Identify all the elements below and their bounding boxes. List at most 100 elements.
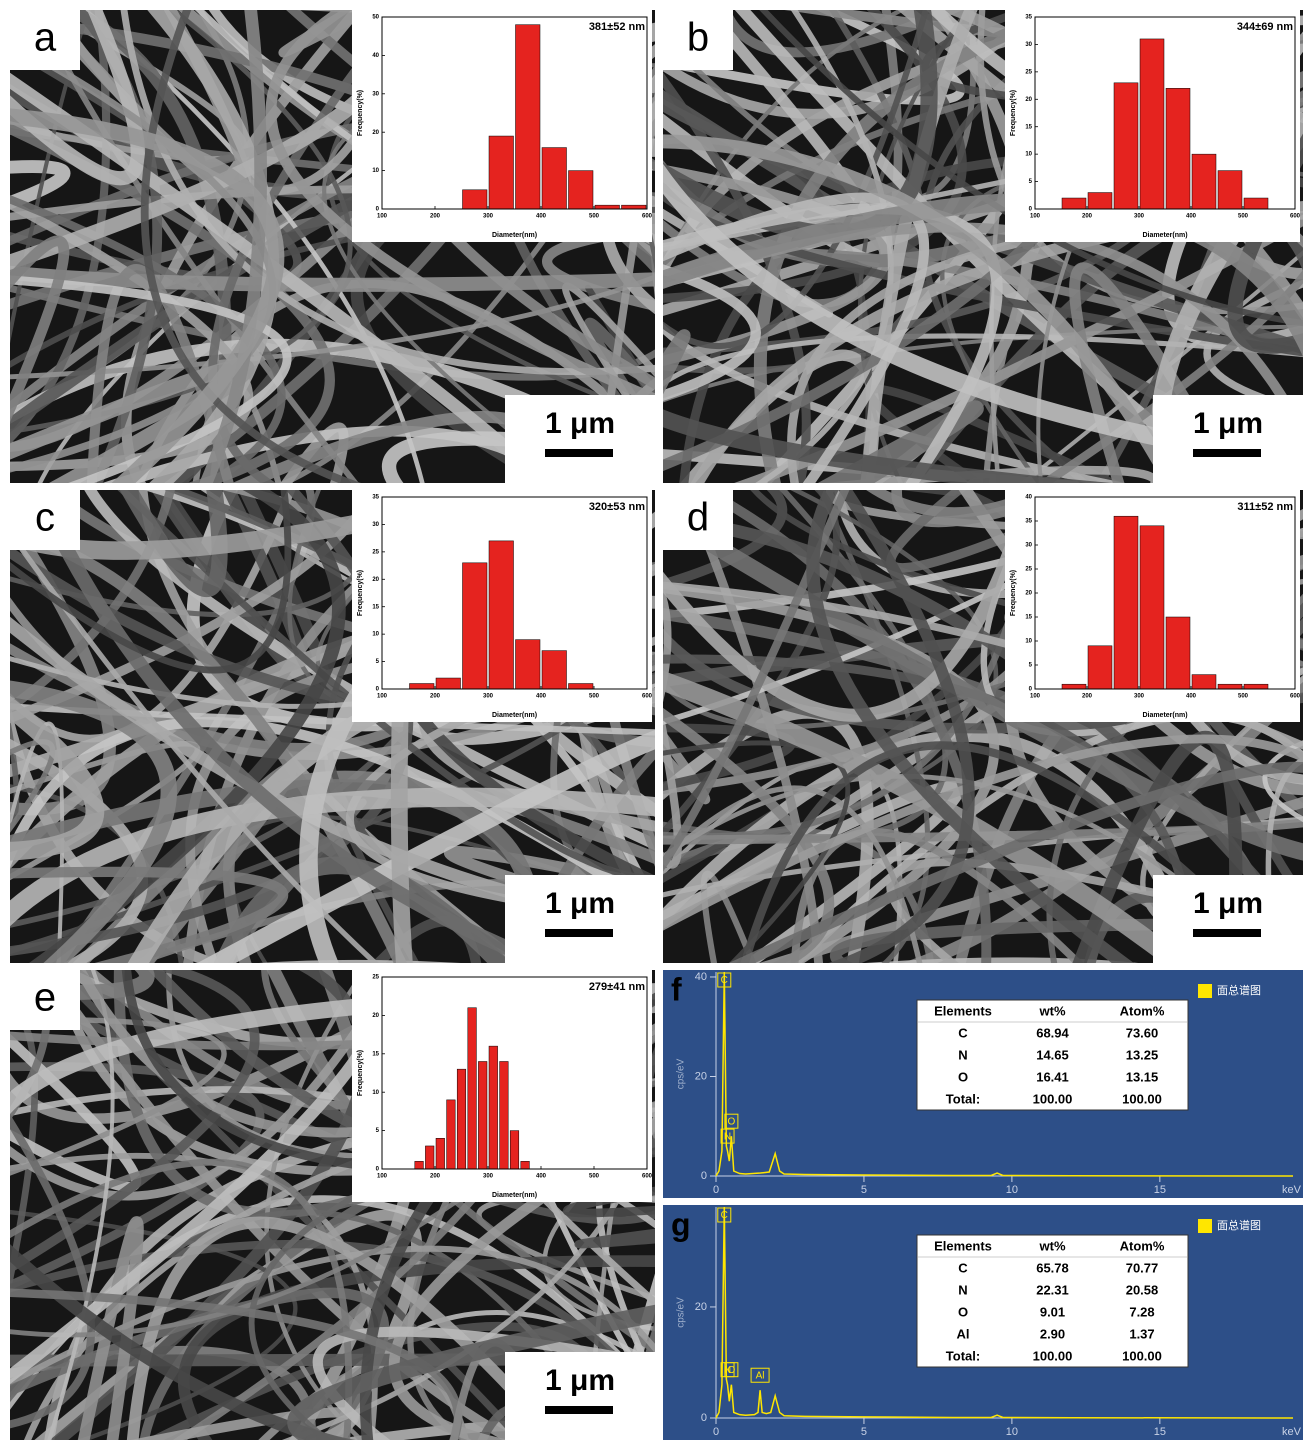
- table-cell: 100.00: [1033, 1091, 1073, 1106]
- bar: [1166, 617, 1190, 689]
- table-cell: 68.94: [1036, 1025, 1069, 1040]
- annotation: 279±41 nm: [589, 981, 645, 993]
- table-header: Elements: [934, 1003, 992, 1018]
- bar: [569, 171, 594, 209]
- peak-label: C: [721, 1210, 728, 1221]
- y-tick-label: 20: [695, 1301, 707, 1313]
- table-header: wt%: [1039, 1238, 1066, 1253]
- panel-label: c: [35, 496, 55, 540]
- y-tick-label: 40: [695, 971, 707, 983]
- panel-label: g: [671, 1206, 691, 1242]
- table-header: Atom%: [1120, 1003, 1165, 1018]
- x-tick-label: 10: [1006, 1184, 1018, 1196]
- x-tick-label: 600: [642, 214, 653, 220]
- x-tick-label: 600: [642, 694, 653, 700]
- x-tick-label: 500: [1238, 214, 1249, 220]
- y-tick-label: 10: [372, 168, 379, 174]
- x-tick-label: 500: [589, 694, 600, 700]
- legend-label: 面总谱图: [1217, 983, 1261, 997]
- x-tick-label: 100: [1030, 694, 1041, 700]
- y-tick-label: 25: [1025, 69, 1032, 75]
- eds-panel: 020051015keVcps/eV面总谱图CNOAlElementswt%At…: [663, 1205, 1303, 1440]
- panel-label: d: [687, 496, 709, 540]
- x-tick-label: 100: [377, 694, 388, 700]
- x-tick-label: 300: [1134, 214, 1145, 220]
- table-cell: Total:: [946, 1091, 980, 1106]
- bar: [463, 190, 488, 209]
- y-tick-label: 35: [1025, 519, 1032, 525]
- peak-label: O: [727, 1116, 735, 1127]
- y-axis-label: Frequency(%): [1010, 90, 1017, 136]
- bar: [457, 1069, 466, 1169]
- x-tick-label: 5: [861, 1184, 867, 1196]
- bar: [1140, 526, 1164, 689]
- body: 01020304050100200300400500600Diameter(nm…: [0, 0, 1303, 1440]
- bar: [1114, 516, 1138, 689]
- bar: [569, 684, 594, 689]
- table-cell: N: [958, 1282, 967, 1297]
- y-tick-label: 15: [372, 604, 379, 610]
- bar: [1244, 198, 1268, 209]
- legend-swatch: [1198, 984, 1212, 998]
- bar: [542, 148, 567, 209]
- bar: [595, 205, 620, 209]
- annotation: 311±52 nm: [1237, 501, 1293, 513]
- x-axis-label: keV: [1282, 1426, 1302, 1438]
- x-axis-label: keV: [1282, 1184, 1302, 1196]
- table-cell: 16.41: [1036, 1069, 1069, 1084]
- bar: [478, 1061, 487, 1169]
- histogram-inset: 05101520253035100200300400500600Diameter…: [1005, 10, 1301, 242]
- x-tick-label: 300: [483, 694, 494, 700]
- x-axis-label: Diameter(nm): [1142, 712, 1187, 719]
- y-tick-label: 20: [372, 577, 379, 583]
- peak-label: Al: [756, 1370, 765, 1381]
- bar: [1062, 684, 1086, 689]
- x-tick-label: 15: [1154, 1184, 1166, 1196]
- table-background: [917, 1235, 1188, 1367]
- table-cell: O: [958, 1069, 968, 1084]
- x-tick-label: 600: [1290, 694, 1301, 700]
- x-tick-label: 0: [713, 1184, 719, 1196]
- bar: [436, 1138, 445, 1169]
- x-tick-label: 200: [430, 1174, 441, 1180]
- table-cell: 100.00: [1033, 1348, 1073, 1363]
- bar: [489, 136, 514, 209]
- bar: [1218, 171, 1242, 209]
- table-cell: 100.00: [1122, 1091, 1162, 1106]
- bar: [500, 1061, 509, 1169]
- bar: [1114, 83, 1138, 209]
- bar: [1218, 684, 1242, 689]
- bar: [1192, 675, 1216, 689]
- bar: [1140, 39, 1164, 209]
- bar: [463, 563, 488, 689]
- x-tick-label: 200: [430, 214, 441, 220]
- bar: [521, 1161, 530, 1169]
- panel-label: f: [671, 971, 682, 1007]
- y-tick-label: 15: [1025, 615, 1032, 621]
- x-tick-label: 200: [430, 694, 441, 700]
- y-tick-label: 10: [372, 1090, 379, 1096]
- table-cell: 9.01: [1040, 1304, 1065, 1319]
- y-tick-label: 25: [372, 549, 379, 555]
- peak-label: N: [724, 1131, 731, 1142]
- table-cell: 14.65: [1036, 1047, 1069, 1062]
- y-tick-label: 35: [372, 495, 379, 501]
- x-tick-label: 500: [589, 1174, 600, 1180]
- x-tick-label: 15: [1154, 1426, 1166, 1438]
- y-tick-label: 35: [1025, 15, 1032, 21]
- bar: [542, 651, 567, 689]
- x-tick-label: 300: [1134, 694, 1145, 700]
- y-tick-label: 20: [1025, 97, 1032, 103]
- y-tick-label: 30: [1025, 543, 1032, 549]
- y-axis-label: cps/eV: [676, 1297, 687, 1328]
- panel-label: a: [34, 16, 57, 60]
- panel-label: e: [34, 976, 56, 1020]
- annotation: 344±69 nm: [1237, 21, 1293, 33]
- x-tick-label: 200: [1082, 694, 1093, 700]
- y-tick-label: 20: [372, 130, 379, 136]
- y-tick-label: 50: [372, 15, 379, 21]
- x-tick-label: 500: [589, 214, 600, 220]
- y-axis-label: cps/eV: [676, 1058, 687, 1089]
- y-tick-label: 25: [1025, 567, 1032, 573]
- panel-label: b: [687, 16, 709, 60]
